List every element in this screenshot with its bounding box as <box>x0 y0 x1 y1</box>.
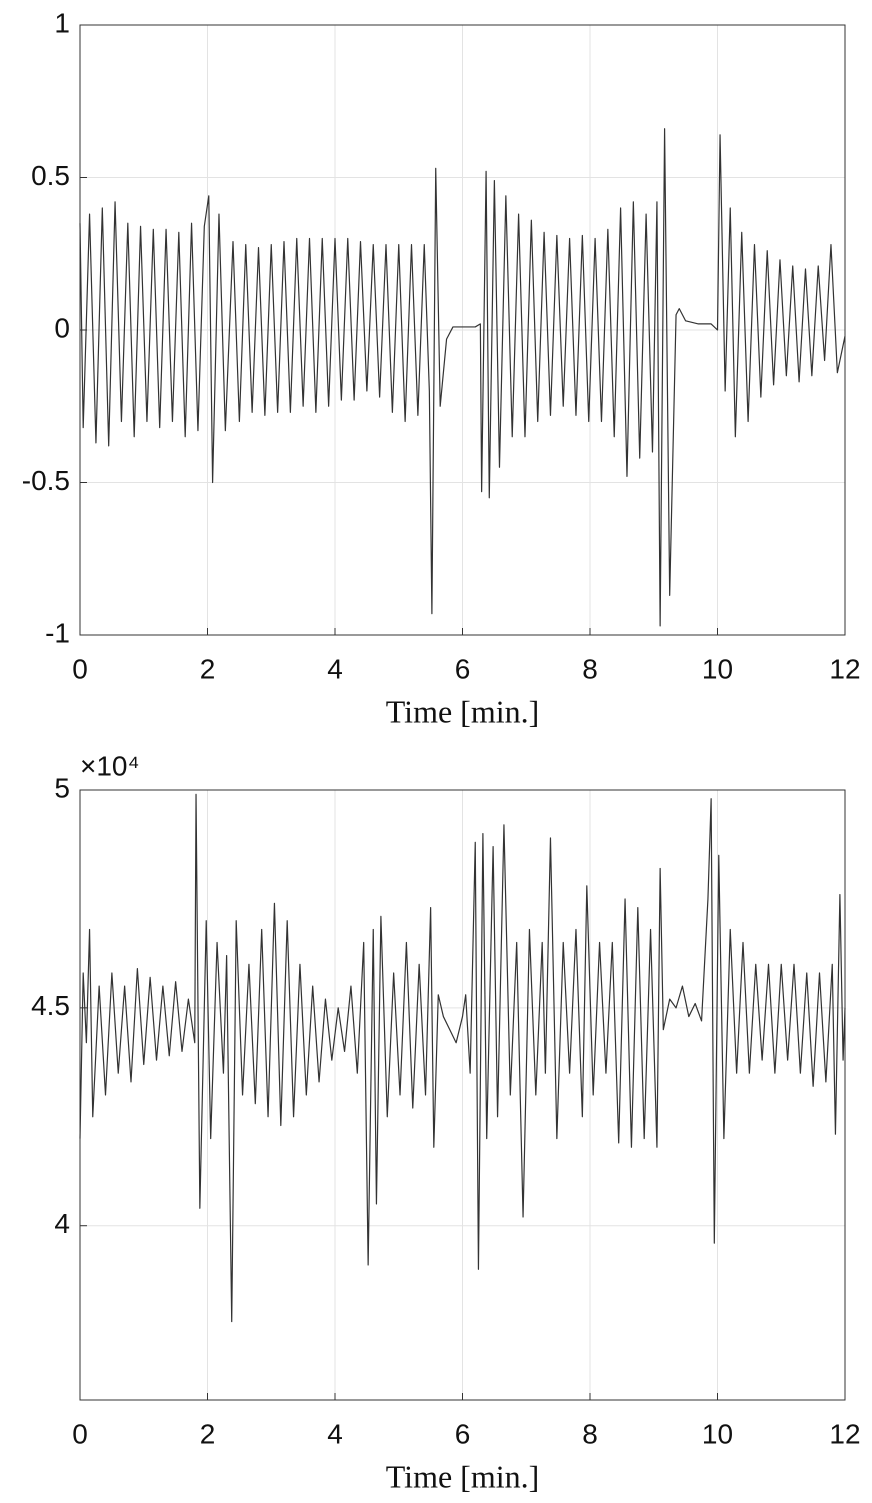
x-tick-label: 10 <box>702 653 733 684</box>
x-tick-label: 6 <box>455 653 471 684</box>
x-tick-label: 8 <box>582 1418 598 1449</box>
axes-box <box>79 24 846 636</box>
y-tick-label: 4 <box>54 1208 70 1239</box>
x-tick-label: 8 <box>582 653 598 684</box>
y-tick-label: 0 <box>54 312 70 343</box>
axes-box <box>79 789 846 1401</box>
x-tick-label: 2 <box>200 653 216 684</box>
x-tick-label: 6 <box>455 1418 471 1449</box>
x-axis-label: Time [min.] <box>386 1458 540 1494</box>
y-tick-label: -0.5 <box>22 465 70 496</box>
x-tick-label: 0 <box>72 1418 88 1449</box>
signal-line <box>79 128 846 627</box>
x-tick-label: 4 <box>327 1418 343 1449</box>
x-tick-label: 0 <box>72 653 88 684</box>
y-tick-label: 5 <box>54 772 70 803</box>
x-tick-label: 10 <box>702 1418 733 1449</box>
exponent-label: ×10⁴ <box>80 750 140 781</box>
x-tick-label: 12 <box>829 653 860 684</box>
x-tick-label: 2 <box>200 1418 216 1449</box>
y-tick-label: 4.5 <box>31 990 70 1021</box>
signal-line <box>79 793 846 1323</box>
x-tick-label: 12 <box>829 1418 860 1449</box>
y-tick-label: 0.5 <box>31 160 70 191</box>
x-tick-label: 4 <box>327 653 343 684</box>
y-tick-label: -1 <box>45 617 70 648</box>
y-tick-label: 1 <box>54 7 70 38</box>
x-axis-label: Time [min.] <box>386 693 540 729</box>
